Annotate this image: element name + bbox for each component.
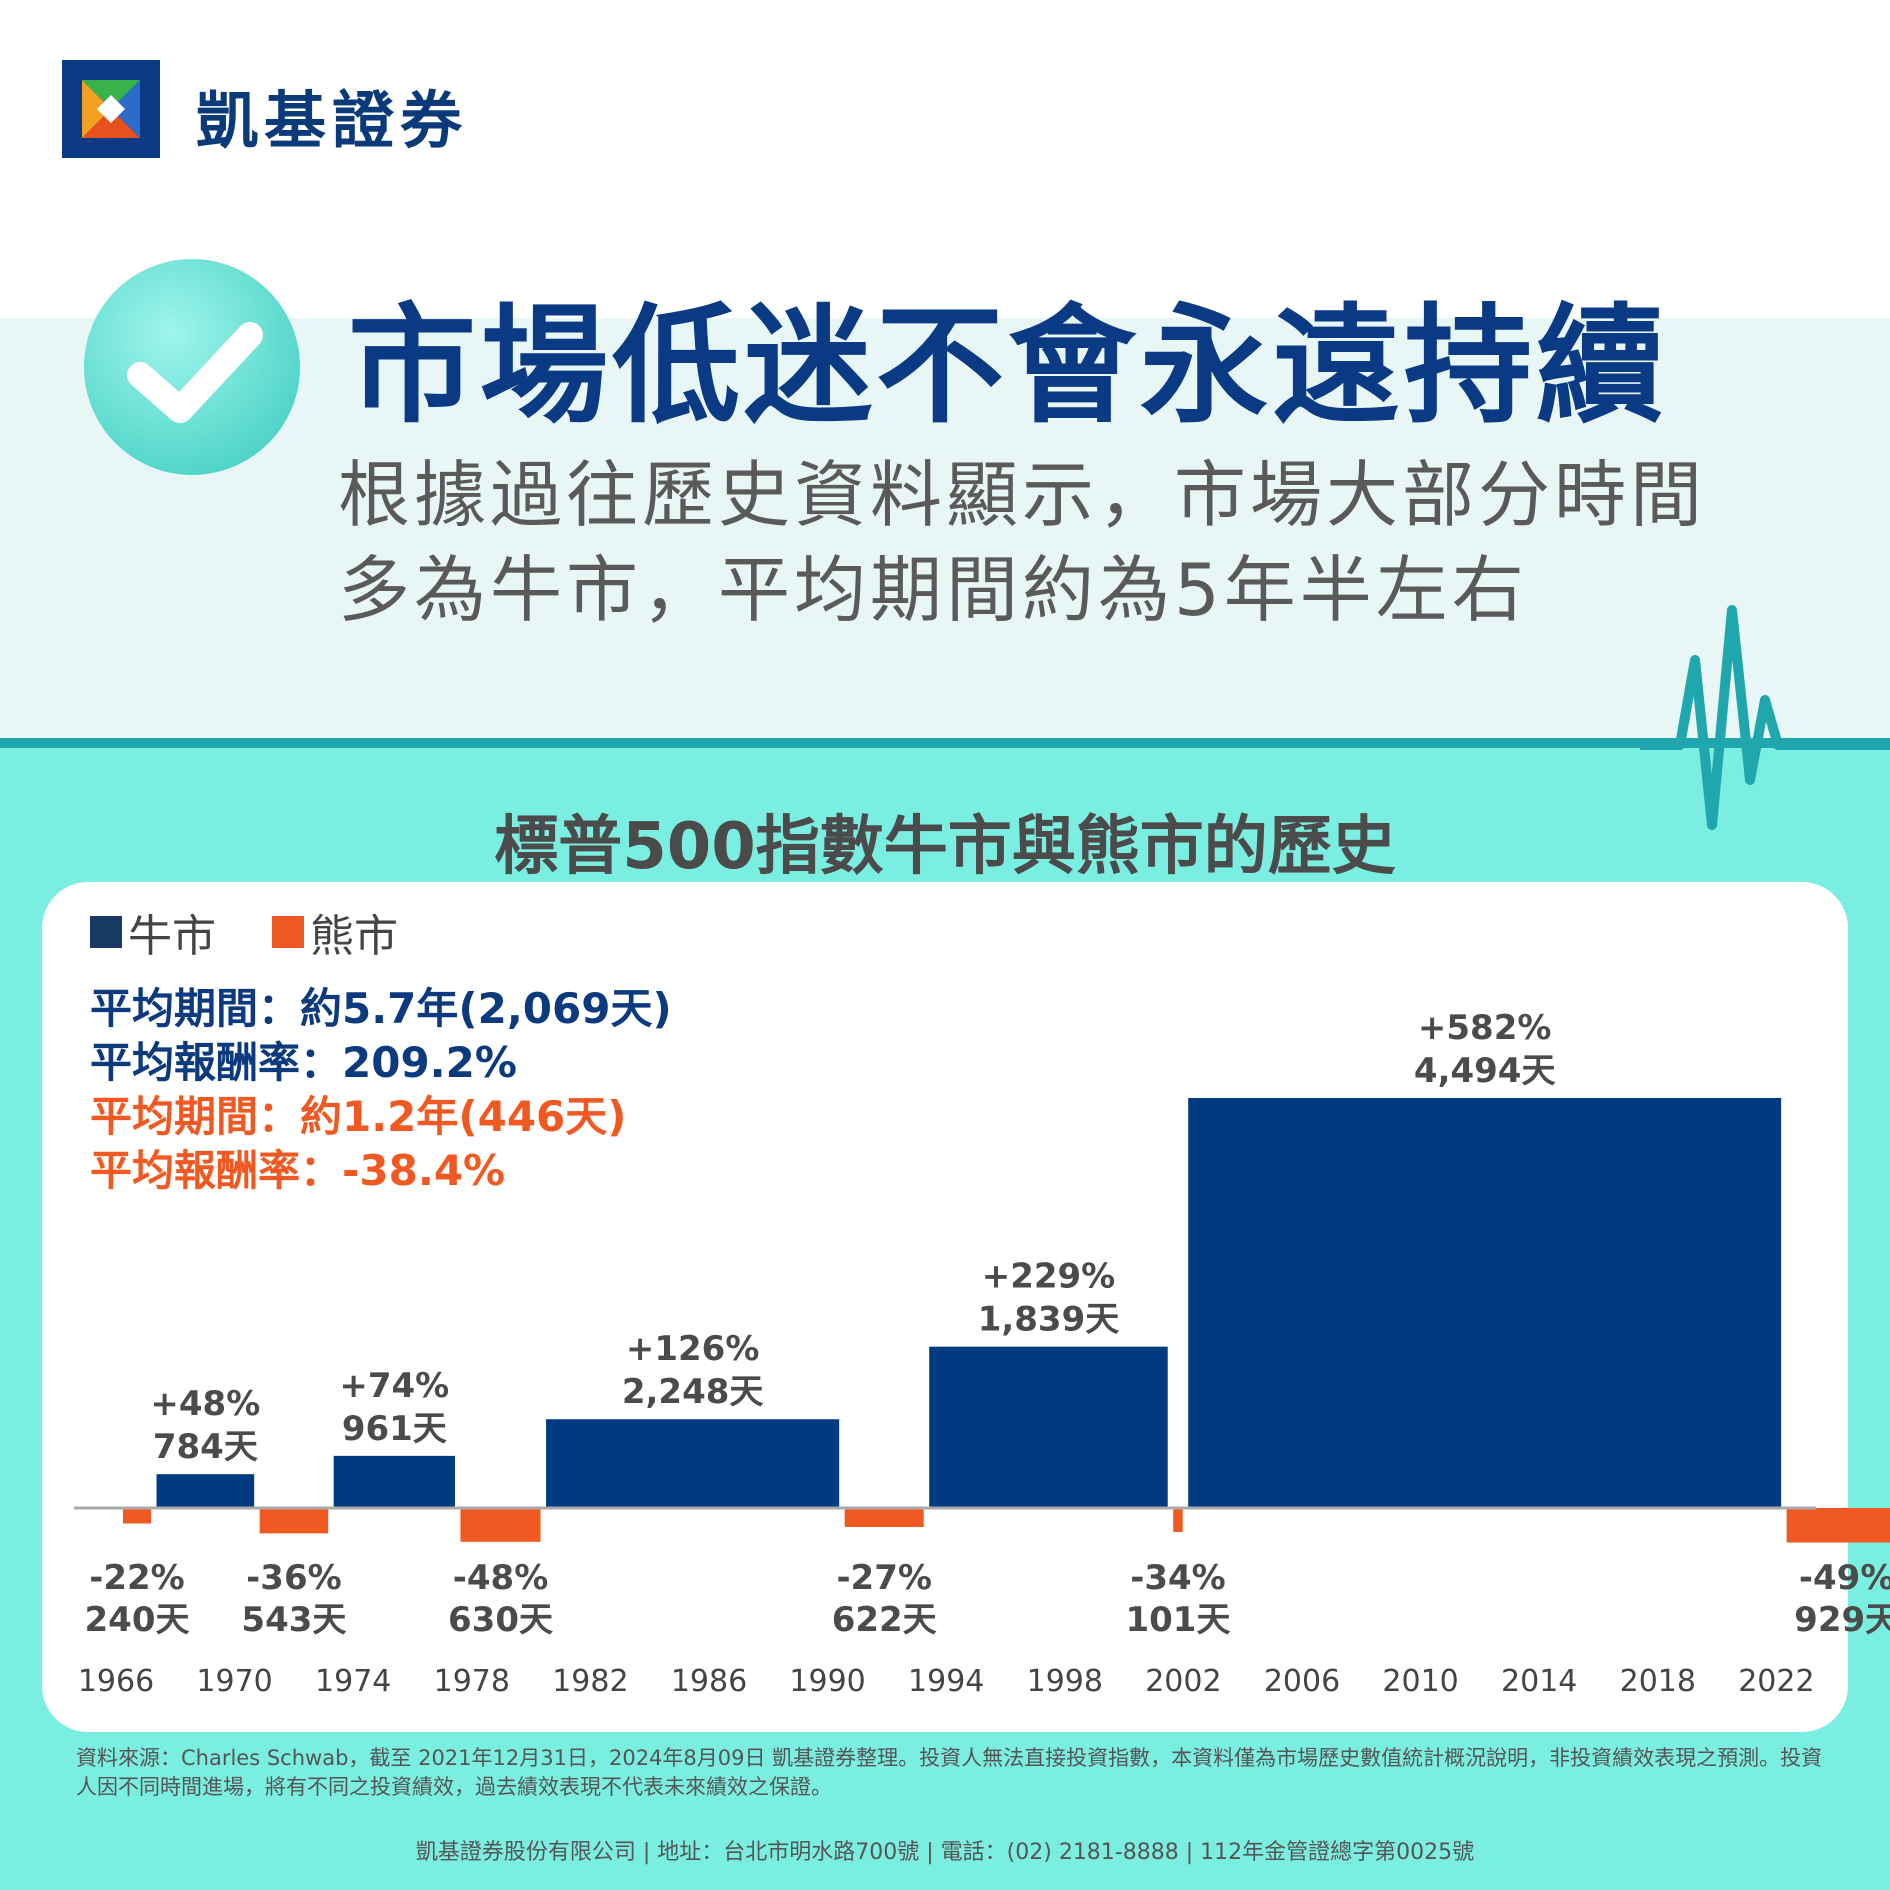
bull-days-label: 2,248天	[622, 1372, 764, 1412]
bull-days-label: 784天	[153, 1427, 258, 1467]
bear-return-label: -36%	[246, 1558, 342, 1598]
x-tick-label: 1994	[908, 1664, 984, 1699]
bear-return-label: -48%	[453, 1558, 549, 1598]
page-title: 市場低迷不會永遠持續	[348, 292, 1669, 441]
bear-bar	[122, 1508, 152, 1524]
brand-logo	[62, 60, 160, 158]
bull-bar	[1188, 1097, 1782, 1508]
bear-days-label: 101天	[1125, 1600, 1230, 1640]
bull-days-label: 1,839天	[978, 1300, 1120, 1340]
chart-title: 標普500指數牛市與熊市的歷史	[494, 810, 1396, 884]
subtitle-line-1: 根據過往歷史資料顯示，市場大部分時間	[338, 453, 1707, 537]
divider-line	[0, 738, 1890, 748]
bear-duration-stat: 平均期間：約1.2年(446天)	[90, 1092, 627, 1141]
bear-days-label: 240天	[85, 1600, 190, 1640]
bull-bar	[156, 1474, 255, 1508]
bull-return-label: +582%	[1418, 1008, 1552, 1048]
bull-days-label: 4,494天	[1414, 1051, 1556, 1091]
bull-return-label: +74%	[339, 1366, 449, 1406]
bear-days-label: 543天	[241, 1600, 346, 1640]
bull-return-stat: 平均報酬率：209.2%	[90, 1038, 517, 1087]
bear-return-label: -27%	[836, 1558, 932, 1598]
bear-return-stat: 平均報酬率：-38.4%	[90, 1146, 506, 1195]
source-footnote: 資料來源：Charles Schwab，截至 2021年12月31日，2024年…	[76, 1746, 1823, 1799]
x-tick-label: 2014	[1501, 1664, 1577, 1699]
legend-swatch-bear	[272, 916, 304, 948]
legend-label-bear: 熊市	[310, 911, 398, 962]
bull-return-label: +229%	[982, 1257, 1116, 1297]
chart-legend: 牛市 熊市	[90, 900, 398, 964]
bear-bar	[1786, 1508, 1890, 1543]
bear-bar	[1173, 1508, 1183, 1532]
x-tick-label: 1986	[671, 1664, 747, 1699]
x-tick-label: 1970	[196, 1664, 272, 1699]
x-tick-label: 2006	[1264, 1664, 1340, 1699]
x-tick-label: 1966	[78, 1664, 154, 1699]
bear-return-label: -22%	[89, 1558, 185, 1598]
bull-bar	[546, 1419, 840, 1508]
heartbeat-line-icon	[1640, 605, 1890, 830]
x-tick-label: 2002	[1145, 1664, 1221, 1699]
subtitle-line-2: 多為牛市，平均期間約為5年半左右	[338, 548, 1528, 632]
brand-name: 凱基證券	[196, 84, 469, 157]
x-tick-label: 1990	[789, 1664, 865, 1699]
legend-label-bull: 牛市	[128, 911, 216, 962]
x-tick-label: 1998	[1027, 1664, 1103, 1699]
bear-days-label: 929天	[1794, 1600, 1890, 1640]
company-footer: 凱基證券股份有限公司 | 地址：台北市明水路700號 | 電話：(02) 218…	[415, 1840, 1475, 1865]
bear-bar	[259, 1508, 329, 1534]
x-tick-label: 2022	[1738, 1664, 1814, 1699]
x-tick-label: 1982	[552, 1664, 628, 1699]
bull-days-label: 961天	[342, 1409, 447, 1449]
bull-return-label: +48%	[150, 1384, 260, 1424]
bear-bar	[460, 1508, 541, 1542]
bull-return-label: +126%	[626, 1329, 760, 1369]
bear-bar	[844, 1508, 924, 1528]
bear-return-label: -34%	[1130, 1558, 1226, 1598]
x-tick-label: 2018	[1620, 1664, 1696, 1699]
bull-duration-stat: 平均期間：約5.7年(2,069天)	[90, 984, 672, 1033]
legend-swatch-bull	[90, 916, 122, 948]
bull-bar	[333, 1455, 455, 1508]
bear-days-label: 622天	[832, 1600, 937, 1640]
x-tick-label: 1978	[434, 1664, 510, 1699]
bear-return-label: -49%	[1799, 1558, 1890, 1598]
check-icon	[84, 259, 300, 475]
x-tick-label: 1974	[315, 1664, 391, 1699]
x-tick-label: 2010	[1382, 1664, 1458, 1699]
bull-bar	[929, 1346, 1168, 1508]
header-band	[0, 318, 1890, 738]
bear-days-label: 630天	[448, 1600, 553, 1640]
